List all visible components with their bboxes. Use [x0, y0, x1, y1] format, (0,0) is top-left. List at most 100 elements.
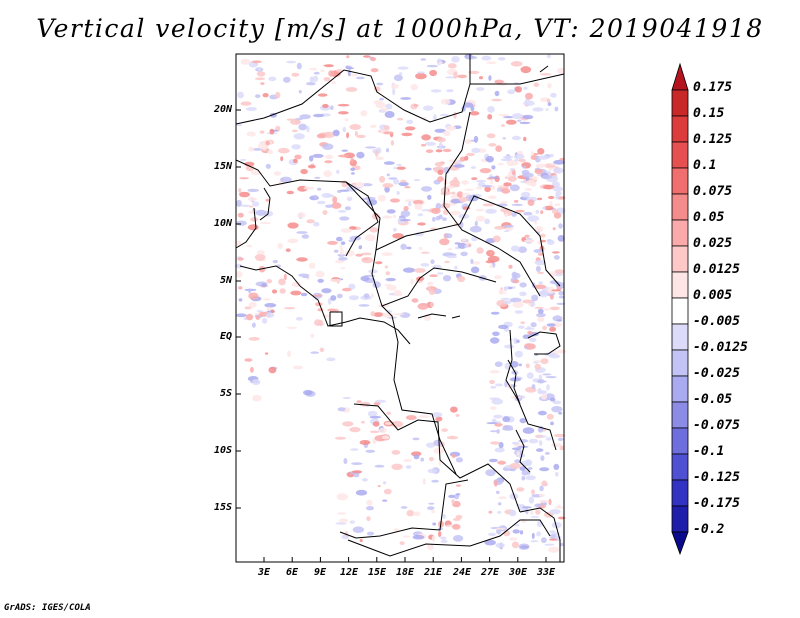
velocity-patch	[399, 72, 403, 76]
velocity-patch	[479, 168, 492, 174]
velocity-patch	[336, 236, 343, 242]
velocity-patch	[245, 107, 257, 111]
velocity-patch	[502, 416, 511, 423]
velocity-patch	[456, 191, 464, 198]
velocity-patch	[476, 247, 484, 254]
velocity-patch	[550, 92, 557, 98]
velocity-patch	[509, 184, 520, 192]
velocity-patch	[417, 71, 425, 74]
velocity-patch	[396, 166, 406, 170]
velocity-patch	[470, 166, 476, 169]
velocity-patch	[437, 176, 444, 182]
velocity-patch	[392, 88, 396, 96]
velocity-patch	[475, 215, 485, 222]
velocity-patch	[451, 453, 456, 458]
velocity-patch	[471, 177, 478, 181]
velocity-patch	[250, 366, 254, 373]
velocity-patch	[495, 527, 506, 530]
velocity-patch	[337, 253, 346, 257]
velocity-patch	[408, 201, 412, 207]
velocity-patch	[507, 89, 516, 95]
colorbar-level-label: -0.0125	[693, 340, 748, 355]
velocity-patch	[502, 425, 514, 430]
lat-tick-label: 15N	[213, 161, 232, 172]
velocity-patch	[510, 361, 519, 368]
velocity-patch	[234, 263, 243, 269]
velocity-patch	[329, 278, 342, 282]
velocity-patch	[543, 205, 554, 211]
velocity-patch	[290, 290, 302, 296]
velocity-patch	[538, 281, 544, 285]
velocity-patch	[536, 531, 541, 537]
velocity-patch	[508, 286, 513, 290]
velocity-patch	[433, 114, 437, 121]
velocity-patch	[271, 289, 278, 294]
velocity-patch	[512, 272, 521, 279]
velocity-patch	[493, 480, 498, 487]
velocity-patch	[406, 119, 414, 124]
velocity-patch	[495, 542, 505, 548]
velocity-patch	[450, 191, 456, 195]
velocity-patch	[437, 169, 444, 175]
velocity-patch	[353, 472, 360, 478]
velocity-patch	[430, 259, 435, 265]
velocity-patch	[339, 216, 350, 221]
lat-tick-label: 10S	[213, 445, 232, 456]
lon-tick-label: 33E	[536, 567, 556, 578]
velocity-patch	[524, 234, 530, 238]
velocity-patch	[525, 180, 536, 186]
velocity-patch	[426, 442, 436, 448]
velocity-patch	[538, 155, 550, 160]
velocity-patch	[431, 207, 441, 214]
velocity-patch	[519, 504, 526, 512]
velocity-patch	[256, 71, 266, 77]
colorbar-box	[671, 479, 689, 507]
velocity-patch	[313, 71, 320, 75]
velocity-patch	[417, 303, 429, 310]
velocity-patch	[549, 326, 557, 332]
velocity-patch	[544, 452, 550, 455]
velocity-patch	[534, 259, 547, 266]
velocity-patch	[343, 458, 348, 464]
velocity-patch	[424, 141, 436, 146]
velocity-patch	[522, 299, 534, 304]
velocity-patch	[529, 337, 537, 342]
velocity-patch	[523, 211, 533, 216]
velocity-patch	[314, 176, 321, 179]
velocity-patch	[498, 441, 504, 449]
velocity-patch	[265, 163, 271, 169]
velocity-patch	[265, 140, 271, 146]
velocity-patch	[503, 116, 514, 119]
velocity-patch	[433, 447, 445, 454]
velocity-patch	[278, 147, 290, 154]
velocity-patch	[473, 135, 479, 143]
velocity-patch	[479, 76, 483, 80]
velocity-patches	[234, 54, 567, 553]
velocity-patch	[273, 171, 282, 176]
velocity-patch	[248, 301, 257, 308]
velocity-patch	[417, 213, 424, 217]
velocity-patch	[404, 186, 411, 189]
velocity-patch	[447, 63, 457, 69]
velocity-patch	[527, 330, 533, 335]
velocity-patch	[252, 148, 263, 151]
velocity-patch	[495, 383, 503, 387]
velocity-patch	[501, 188, 511, 194]
velocity-patch	[236, 199, 242, 207]
velocity-patch	[384, 422, 392, 425]
velocity-patch	[338, 257, 348, 261]
velocity-patch	[299, 114, 311, 120]
velocity-patch	[553, 212, 562, 219]
velocity-patch	[361, 420, 365, 424]
velocity-patch	[310, 333, 315, 338]
velocity-patch	[331, 81, 336, 85]
velocity-patch	[501, 200, 508, 204]
velocity-patch	[277, 242, 283, 249]
velocity-patch	[393, 214, 396, 218]
velocity-patch	[286, 326, 298, 329]
velocity-patch	[461, 238, 467, 242]
velocity-patch	[518, 325, 525, 329]
lon-tick-label: 15E	[367, 567, 387, 578]
velocity-patch	[546, 54, 552, 59]
velocity-patch	[361, 256, 374, 264]
